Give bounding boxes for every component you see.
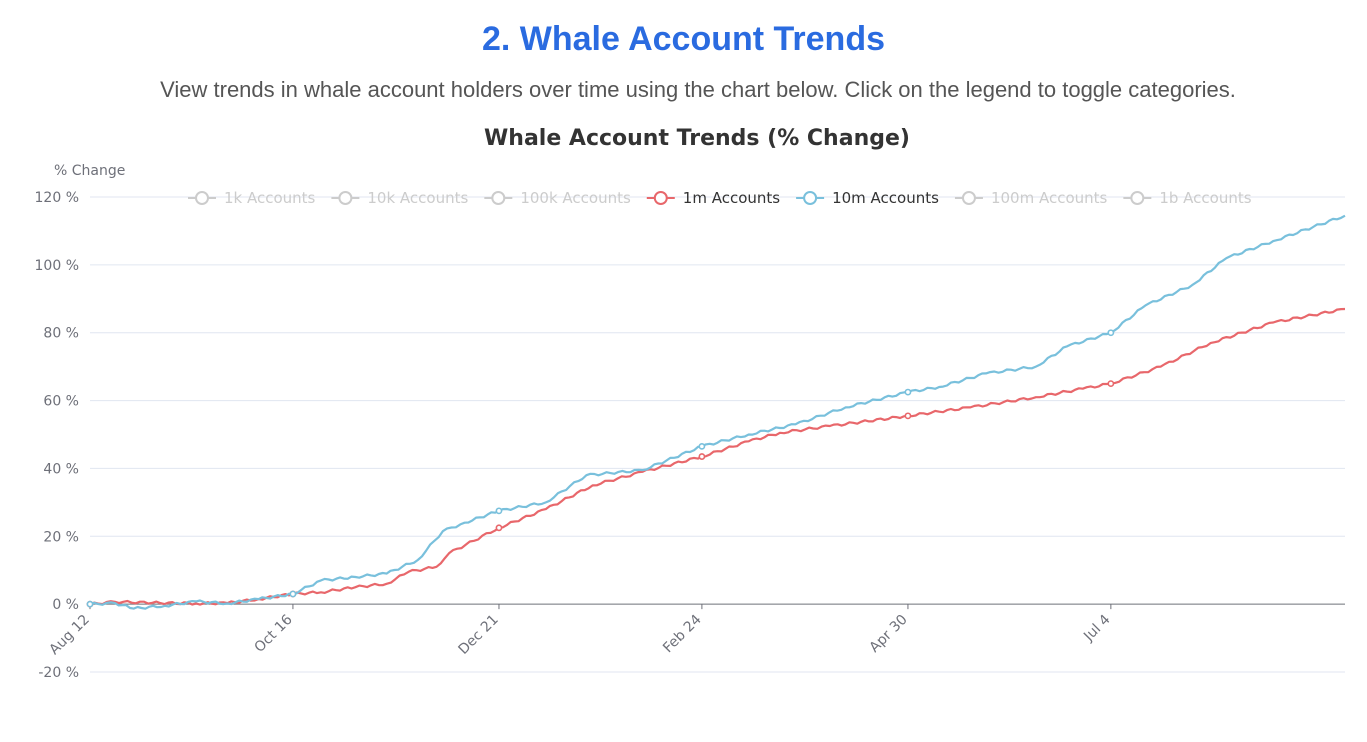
legend-label: 100k Accounts [520, 189, 631, 207]
x-tick-label: Aug 12 [46, 612, 92, 658]
x-tick-label: Feb 24 [660, 612, 705, 657]
page-title: 2. Whale Account Trends [481, 20, 886, 58]
series-10m-accounts [86, 214, 1346, 610]
legend-circle-icon [803, 191, 818, 205]
legend-item-1b-accounts[interactable]: 1b Accounts [1123, 189, 1252, 207]
data-point[interactable] [1107, 329, 1115, 337]
legend-label: 1b Accounts [1159, 189, 1251, 207]
page-description: View trends in whale account holders ove… [160, 77, 1236, 102]
y-tick-label: 20 % [43, 529, 79, 545]
legend-item-1m-accounts[interactable]: 1m Accounts [646, 189, 780, 207]
y-tick-label: 0 % [52, 597, 79, 613]
series-1m-accounts [86, 307, 1346, 608]
y-tick-label: 40 % [43, 461, 79, 477]
data-point[interactable] [1107, 380, 1115, 388]
data-point[interactable] [495, 524, 503, 532]
chart-title: Whale Account Trends (% Change) [484, 126, 910, 151]
legend-label: 1m Accounts [683, 189, 780, 207]
y-tick-label: 100 % [35, 258, 79, 274]
y-axis-label: % Change [54, 163, 125, 179]
y-axis-ticks: -20 % 0 % 20 % 40 % 60 % 80 % 100 % 120 % [35, 190, 79, 681]
legend-label: 1k Accounts [224, 189, 316, 207]
x-tick-label: Dec 21 [456, 612, 502, 658]
legend-label: 100m Accounts [991, 189, 1108, 207]
legend-circle-icon [491, 191, 506, 205]
series-line [89, 214, 1346, 610]
grid-lines [90, 196, 1345, 673]
legend-circle-icon [1130, 191, 1145, 205]
legend-item-100k-accounts[interactable]: 100k Accounts [484, 189, 631, 207]
y-tick-label: -20 % [38, 665, 79, 681]
legend-circle-icon [653, 191, 668, 205]
data-point[interactable] [495, 507, 503, 515]
legend-label: 10k Accounts [367, 189, 468, 207]
x-axis: Aug 12 Oct 16 Dec 21 Feb 24 Apr 30 Jul 4 [46, 604, 1114, 658]
x-tick-label: Jul 4 [1080, 612, 1113, 645]
legend-circle-icon [961, 191, 976, 205]
legend-circle-icon [338, 191, 353, 205]
series-lines [86, 214, 1346, 610]
y-tick-label: 120 % [35, 190, 79, 206]
data-point[interactable] [698, 442, 706, 450]
y-tick-label: 80 % [43, 326, 79, 342]
legend-item-10k-accounts[interactable]: 10k Accounts [331, 189, 468, 207]
legend: 1k Accounts 10k Accounts 100k Accounts 1m A… [188, 189, 1252, 207]
data-point[interactable] [904, 388, 912, 396]
legend-label: 10m Accounts [832, 189, 939, 207]
y-tick-label: 60 % [43, 394, 79, 410]
series-line [89, 307, 1346, 606]
data-point[interactable] [289, 590, 297, 598]
data-point[interactable] [904, 412, 912, 420]
legend-item-100m-accounts[interactable]: 100m Accounts [954, 189, 1108, 207]
data-point[interactable] [698, 453, 706, 460]
legend-item-1k-accounts[interactable]: 1k Accounts [188, 189, 316, 207]
legend-circle-icon [195, 191, 209, 205]
data-point[interactable] [86, 600, 94, 608]
x-tick-label: Oct 16 [252, 612, 296, 656]
legend-item-10m-accounts[interactable]: 10m Accounts [796, 189, 939, 207]
x-tick-label: Apr 30 [867, 612, 911, 656]
